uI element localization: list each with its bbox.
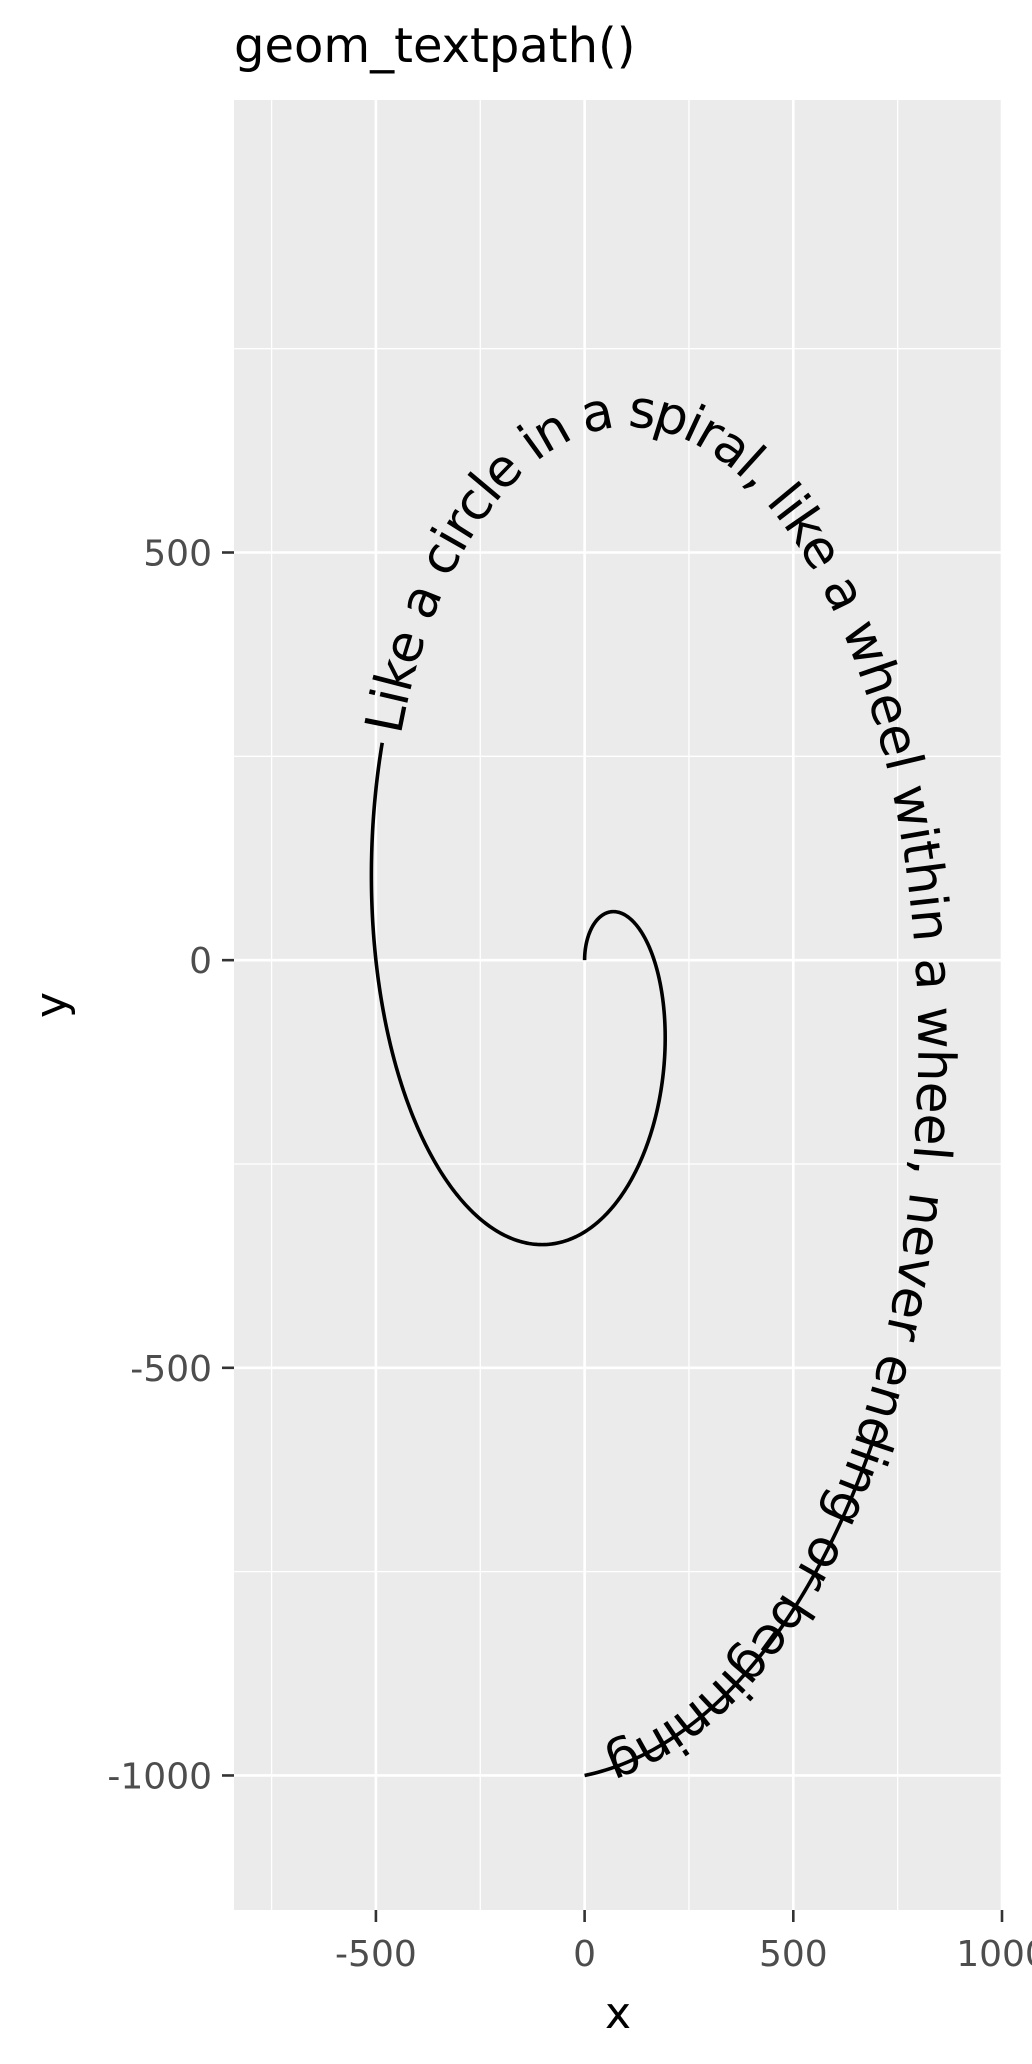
y-tick-label: 500 <box>143 534 212 575</box>
y-tick-label: 0 <box>189 941 212 982</box>
x-tick-label: 1000 <box>956 1934 1032 1975</box>
y-axis-title: y <box>26 992 77 1018</box>
x-tick-label: 0 <box>573 1934 596 1975</box>
y-tick-label: -500 <box>130 1349 212 1390</box>
plot-panel <box>234 100 1002 1910</box>
chart-title: geom_textpath() <box>234 18 635 74</box>
grid-minor <box>234 100 1002 1910</box>
grid-major <box>234 100 1004 1910</box>
x-tick-label: 500 <box>759 1934 828 1975</box>
y-axis: -1000 -500 0 500 <box>107 534 234 1797</box>
x-tick-label: -500 <box>335 1934 417 1975</box>
y-tick-label: -1000 <box>107 1756 212 1797</box>
x-axis: -500 0 500 1000 <box>335 1910 1032 1975</box>
spiral-line-inner <box>369 742 668 1247</box>
spiral-line-outer <box>584 1424 881 1778</box>
x-axis-title: x <box>605 1988 631 2039</box>
